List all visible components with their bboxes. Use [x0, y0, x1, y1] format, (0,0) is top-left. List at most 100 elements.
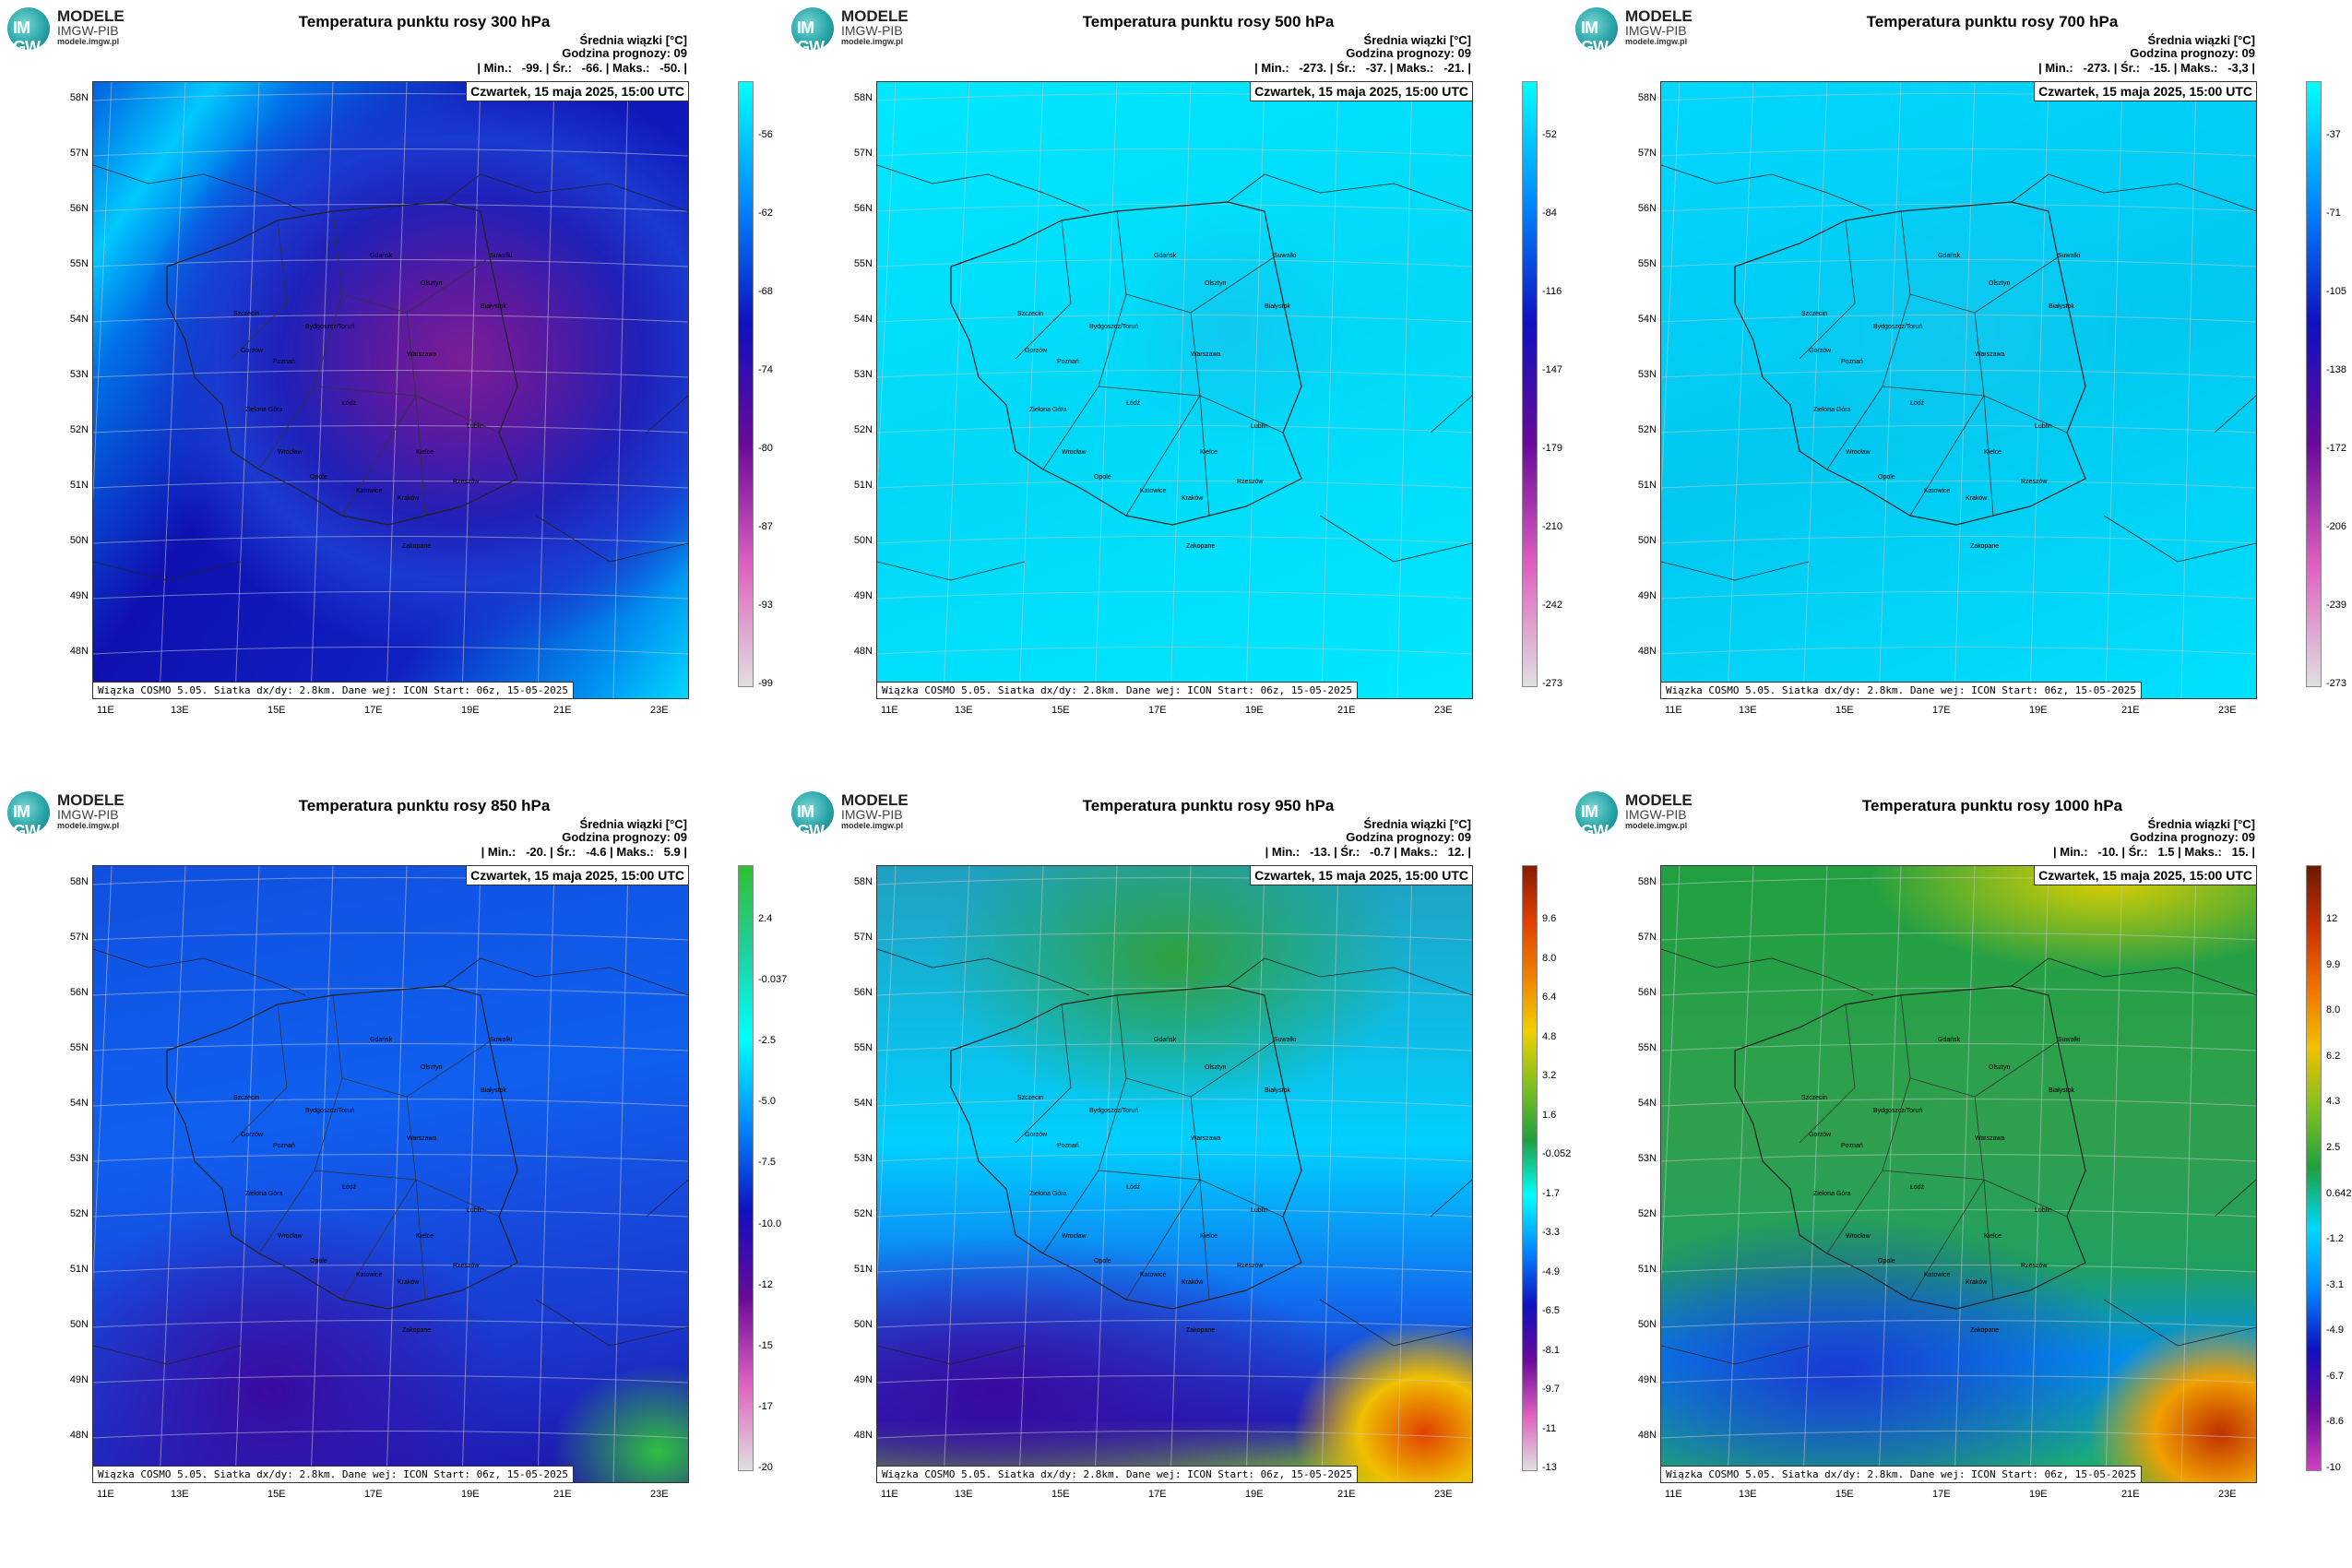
colorbar-tick-label: -68 — [758, 286, 773, 297]
longitude-gridline — [943, 866, 970, 1482]
map-overlay — [877, 82, 1472, 698]
colorbar-tick-label: 0.642 — [2326, 1187, 2352, 1199]
longitude-gridline — [1878, 82, 1902, 698]
colorbar-tick-label: -210 — [1542, 521, 1563, 532]
city-label: Rzeszów — [453, 479, 480, 485]
logo-url: modele.imgw.pl — [841, 37, 904, 46]
voivodeship-borders — [231, 210, 500, 517]
city-label: Kraków — [1966, 1279, 1988, 1286]
latitude-gridline — [877, 370, 1472, 378]
coastline-and-borders — [877, 948, 1472, 1365]
latitude-label: 51N — [69, 480, 89, 491]
city-label: Białystok — [1265, 1087, 1291, 1094]
longitude-gridline — [612, 866, 629, 1482]
latitude-label: 56N — [1637, 203, 1657, 214]
longitude-gridline — [943, 82, 970, 698]
longitude-gridline — [461, 866, 481, 1482]
city-label: Lublin — [1251, 423, 1268, 430]
colorbar-tick-label: -7.5 — [758, 1157, 776, 1169]
colorbar-tick-label: -99 — [758, 678, 773, 689]
colorbar-tick-label: 12 — [2326, 913, 2338, 924]
colorbar-tick-label: 2.4 — [758, 913, 773, 924]
poland-border — [166, 201, 518, 526]
colorbar-tick-label: -172 — [2326, 443, 2347, 454]
units-label: Średnia wiązki [°C] — [579, 817, 687, 831]
latitude-label: 58N — [1637, 876, 1657, 887]
longitude-label: 23E — [1434, 705, 1453, 716]
longitude-gridline — [93, 866, 113, 1288]
latitude-label: 58N — [853, 876, 873, 887]
logo-mark-text: IM GW — [13, 18, 41, 56]
colorbar-tick-label: 2.5 — [2326, 1141, 2341, 1153]
city-label: Zakopane — [1186, 1327, 1216, 1334]
city-label: Zakopane — [402, 1327, 432, 1334]
city-label: Zakopane — [1186, 543, 1216, 550]
colorbar-tick-label: -20 — [758, 1462, 773, 1473]
longitude-gridline — [877, 866, 897, 1288]
forecast-hour: Godzina prognozy: 09 — [562, 46, 687, 60]
city-label: Opole — [1094, 474, 1111, 481]
colorbar-tick-label: 9.6 — [1542, 913, 1557, 924]
latitude-label: 55N — [1637, 1042, 1657, 1053]
longitude-label: 13E — [955, 1489, 973, 1500]
colorbar-tick-label: -80 — [758, 443, 773, 454]
colorbar-tick-label: -17 — [758, 1400, 773, 1412]
colorbar-tick-label: -52 — [1542, 129, 1557, 140]
longitude-gridline — [1727, 82, 1754, 698]
longitude-label: 17E — [1148, 1489, 1167, 1500]
colorbar-tick-label: -11 — [1542, 1422, 1557, 1434]
city-label: Suwałki — [2058, 253, 2081, 259]
city-label: Szczecin — [1017, 311, 1044, 317]
city-label: Poznań — [1057, 359, 1079, 365]
longitude-label: 15E — [1835, 1489, 1854, 1500]
colorbar-tick-label: -239 — [2326, 600, 2347, 611]
colorbar — [2306, 81, 2322, 687]
latitude-gridline — [93, 988, 688, 996]
latitude-label: 57N — [69, 148, 89, 159]
latitude-label: 49N — [853, 1374, 873, 1385]
valid-date: Czwartek, 15 maja 2025, 15:00 UTC — [466, 866, 688, 885]
city-label: Wrocław — [1062, 449, 1087, 456]
latitude-label: 51N — [1637, 1264, 1657, 1275]
latitude-gridline — [1661, 148, 2256, 157]
latitude-gridline — [93, 932, 688, 941]
city-label: Poznań — [1841, 359, 1863, 365]
logo-url: modele.imgw.pl — [1625, 37, 1688, 46]
latitude-gridline — [1661, 591, 2256, 600]
city-label: Poznań — [1057, 1143, 1079, 1149]
city-label: Suwałki — [1274, 253, 1297, 259]
colorbar-tick-label: -0.052 — [1542, 1148, 1572, 1159]
latitude-gridline — [93, 1431, 688, 1439]
colorbar-tick-label: -8.6 — [2326, 1416, 2344, 1428]
colorbar-tick-label: -179 — [1542, 443, 1563, 454]
latitude-gridline — [93, 536, 688, 544]
longitude-label: 19E — [461, 1489, 480, 1500]
city-label: Białystok — [2049, 1087, 2075, 1094]
latitude-label: 53N — [853, 369, 873, 380]
city-label: Bydgoszcz/Toruń — [305, 1108, 355, 1114]
latitude-label: 52N — [1637, 1208, 1657, 1219]
model-footer: Wiązka COSMO 5.05. Siatka dx/dy: 2.8km. … — [1661, 1466, 2142, 1482]
colorbar-tick-label: -87 — [758, 521, 773, 532]
colorbar-tick-label: 3.2 — [1542, 1070, 1557, 1081]
colorbar-tick-label: -9.7 — [1542, 1384, 1560, 1395]
latitude-gridline — [1661, 1431, 2256, 1439]
voivodeship-borders — [1799, 210, 2068, 517]
city-label: Opole — [1094, 1258, 1111, 1265]
panel-title: Temperatura punktu rosy 850 hPa — [298, 797, 551, 814]
longitude-label: 11E — [97, 1489, 114, 1500]
city-label: Warszawa — [1975, 1135, 2005, 1142]
logo-subtitle: IMGW-PIB — [841, 807, 903, 822]
city-label: Wrocław — [278, 1233, 303, 1240]
logo-title: MODELE — [1625, 791, 1693, 809]
latitude-gridline — [877, 1209, 1472, 1218]
logo-url: modele.imgw.pl — [1625, 821, 1688, 830]
city-label: Kielce — [1200, 1233, 1218, 1240]
city-label: Kielce — [416, 449, 434, 456]
valid-date: Czwartek, 15 maja 2025, 15:00 UTC — [2034, 82, 2256, 101]
latitude-label: 57N — [1637, 148, 1657, 159]
latitude-gridline — [1661, 1154, 2256, 1162]
city-label: Katowice — [1924, 1272, 1951, 1278]
latitude-gridline — [877, 481, 1472, 489]
city-label: Gorzów — [1025, 1132, 1048, 1138]
